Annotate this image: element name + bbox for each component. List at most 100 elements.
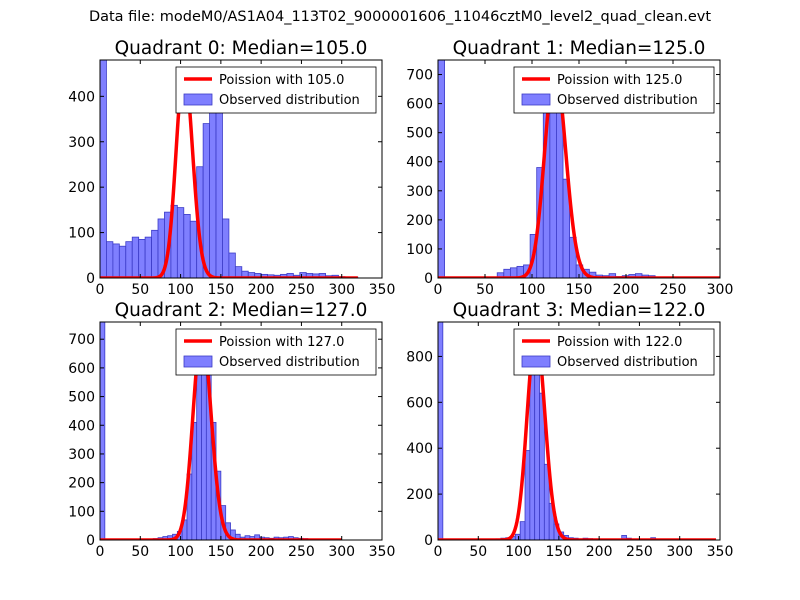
y-tick-label: 100 — [68, 504, 95, 520]
x-tick-label: 0 — [96, 282, 105, 298]
y-tick-label: 600 — [68, 361, 95, 377]
x-tick-label: 0 — [434, 282, 443, 298]
x-tick-label: 100 — [167, 544, 194, 560]
x-tick-label: 250 — [288, 544, 315, 560]
x-tick-label: 50 — [469, 544, 487, 560]
histogram-bar — [524, 450, 531, 540]
legend-label-observed: Observed distribution — [557, 93, 698, 108]
x-tick-label: 100 — [167, 282, 194, 298]
x-tick-label: 350 — [707, 544, 734, 560]
panel-title: Quadrant 0: Median=105.0 — [115, 38, 368, 59]
legend-label-poisson: Poission with 127.0 — [219, 335, 344, 350]
histogram-bar — [514, 533, 521, 540]
legend-label-observed: Observed distribution — [557, 355, 698, 370]
x-tick-label: 0 — [96, 544, 105, 560]
y-tick-label: 300 — [68, 135, 95, 151]
legend: Poission with 125.0 Observed distribution — [513, 66, 715, 114]
legend-label-poisson: Poission with 105.0 — [219, 73, 344, 88]
y-tick-label: 700 — [406, 68, 433, 84]
axes-frame — [99, 321, 383, 541]
x-tick-label: 50 — [131, 544, 149, 560]
y-tick-label: 400 — [406, 441, 433, 457]
y-tick-label: 500 — [68, 390, 95, 406]
legend-bar-swatch — [183, 93, 213, 106]
histogram-bar — [543, 463, 550, 540]
y-tick-label: 0 — [424, 533, 433, 549]
x-tick-label: 250 — [660, 282, 687, 298]
x-tick-label: 100 — [519, 282, 546, 298]
poisson-curve — [100, 331, 342, 540]
x-tick-label: 200 — [248, 544, 275, 560]
x-tick-label: 350 — [369, 544, 396, 560]
histogram-bar — [562, 178, 571, 278]
histogram-bar — [100, 60, 107, 278]
legend: Poission with 122.0 Observed distribution — [513, 328, 715, 376]
y-tick-label: 400 — [68, 89, 95, 105]
y-tick-label: 300 — [406, 184, 433, 200]
histogram-bar — [519, 521, 526, 540]
x-tick-label: 300 — [666, 544, 693, 560]
x-tick-label: 0 — [434, 544, 443, 560]
histogram-bar — [100, 322, 106, 540]
legend-label-poisson: Poission with 125.0 — [557, 73, 682, 88]
y-tick-label: 100 — [68, 226, 95, 242]
plot-area — [438, 60, 720, 278]
figure-title: Data file: modeM0/AS1A04_113T02_90000016… — [88, 9, 712, 25]
legend-bar-swatch — [183, 355, 213, 368]
legend-label-observed: Observed distribution — [219, 93, 360, 108]
legend-label-poisson: Poission with 122.0 — [557, 335, 682, 350]
x-tick-label: 150 — [207, 544, 234, 560]
legend: Poission with 127.0 Observed distribution — [175, 328, 377, 376]
x-tick-label: 150 — [566, 282, 593, 298]
x-tick-label: 250 — [288, 282, 315, 298]
panel-title: Quadrant 2: Median=127.0 — [115, 300, 368, 321]
x-tick-label: 50 — [131, 282, 149, 298]
y-tick-label: 400 — [406, 155, 433, 171]
legend-bar-swatch — [521, 355, 551, 368]
plot-area — [100, 60, 359, 278]
y-tick-label: 600 — [406, 395, 433, 411]
y-tick-label: 0 — [424, 271, 433, 287]
x-tick-label: 350 — [369, 282, 396, 298]
y-tick-label: 300 — [68, 447, 95, 463]
y-tick-label: 0 — [86, 271, 95, 287]
y-tick-label: 100 — [406, 242, 433, 258]
y-tick-label: 700 — [68, 332, 95, 348]
y-tick-label: 500 — [406, 126, 433, 142]
y-tick-label: 200 — [406, 487, 433, 503]
x-tick-label: 300 — [707, 282, 734, 298]
y-tick-label: 400 — [68, 418, 95, 434]
panel-title: Quadrant 1: Median=125.0 — [453, 38, 706, 59]
plot-area — [100, 322, 342, 540]
poisson-curve — [438, 66, 720, 278]
x-tick-label: 150 — [207, 282, 234, 298]
y-tick-label: 200 — [68, 476, 95, 492]
y-tick-label: 800 — [406, 349, 433, 365]
histogram-bar — [608, 273, 617, 278]
histogram-bar — [438, 322, 444, 540]
x-tick-label: 200 — [613, 282, 640, 298]
y-tick-label: 200 — [406, 213, 433, 229]
x-tick-label: 100 — [505, 544, 532, 560]
legend-label-observed: Observed distribution — [219, 355, 360, 370]
legend-bar-swatch — [521, 93, 551, 106]
x-tick-label: 200 — [248, 282, 275, 298]
x-tick-label: 250 — [626, 544, 653, 560]
x-tick-label: 300 — [328, 282, 355, 298]
y-tick-label: 600 — [406, 97, 433, 113]
x-tick-label: 50 — [476, 282, 494, 298]
x-tick-label: 150 — [545, 544, 572, 560]
legend: Poission with 105.0 Observed distribution — [175, 66, 377, 114]
x-tick-label: 300 — [328, 544, 355, 560]
panel-title: Quadrant 3: Median=122.0 — [453, 300, 706, 321]
y-tick-label: 200 — [68, 180, 95, 196]
axes-frame — [437, 321, 721, 541]
axes-frame — [99, 59, 383, 279]
x-tick-label: 200 — [586, 544, 613, 560]
y-tick-label: 0 — [86, 533, 95, 549]
